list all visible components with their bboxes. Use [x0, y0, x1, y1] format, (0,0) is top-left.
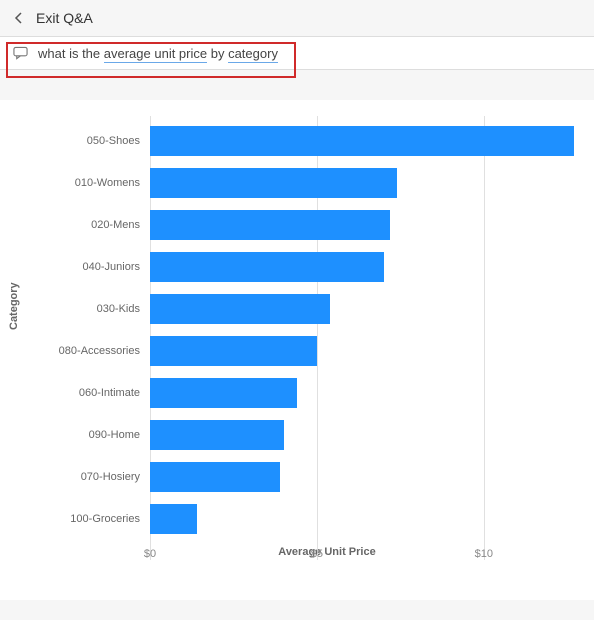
- bar[interactable]: [150, 420, 284, 450]
- bar[interactable]: [150, 336, 317, 366]
- header-bar: Exit Q&A: [0, 0, 594, 36]
- bar[interactable]: [150, 210, 390, 240]
- bar[interactable]: [150, 168, 397, 198]
- bar[interactable]: [150, 504, 197, 534]
- query-term-measure: average unit price: [104, 46, 207, 63]
- category-label: 060-Intimate: [30, 387, 140, 399]
- chart-area: Category $0$5$10 050-Shoes010-Womens020-…: [0, 100, 594, 600]
- bar-row: 020-Mens: [150, 204, 574, 246]
- bar-row: 040-Juniors: [150, 246, 574, 288]
- bar-row: 030-Kids: [150, 288, 574, 330]
- bar[interactable]: [150, 462, 280, 492]
- back-chevron-icon[interactable]: [12, 11, 26, 25]
- bar-row: 080-Accessories: [150, 330, 574, 372]
- bar-row: 060-Intimate: [150, 372, 574, 414]
- category-label: 030-Kids: [30, 303, 140, 315]
- query-input-bar[interactable]: what is the average unit price by catego…: [0, 36, 594, 70]
- query-mid: by: [207, 46, 228, 61]
- category-label: 020-Mens: [30, 219, 140, 231]
- bar[interactable]: [150, 252, 384, 282]
- y-axis-title: Category: [8, 282, 20, 330]
- category-label: 070-Hosiery: [30, 471, 140, 483]
- category-label: 010-Womens: [30, 177, 140, 189]
- bar-row: 100-Groceries: [150, 498, 574, 540]
- bar-row: 070-Hosiery: [150, 456, 574, 498]
- query-term-dimension: category: [228, 46, 278, 63]
- category-label: 050-Shoes: [30, 135, 140, 147]
- category-label: 100-Groceries: [30, 513, 140, 525]
- bar-row: 050-Shoes: [150, 120, 574, 162]
- bar-row: 090-Home: [150, 414, 574, 456]
- exit-qa-link[interactable]: Exit Q&A: [36, 10, 93, 26]
- query-prefix: what is the: [38, 46, 104, 61]
- bar[interactable]: [150, 126, 574, 156]
- bar-row: 010-Womens: [150, 162, 574, 204]
- category-label: 080-Accessories: [30, 345, 140, 357]
- chart-plot: $0$5$10 050-Shoes010-Womens020-Mens040-J…: [150, 120, 574, 540]
- x-axis-title: Average Unit Price: [70, 546, 584, 558]
- category-label: 040-Juniors: [30, 261, 140, 273]
- chat-icon: [12, 45, 28, 61]
- bar[interactable]: [150, 294, 330, 324]
- category-label: 090-Home: [30, 429, 140, 441]
- query-text: what is the average unit price by catego…: [38, 46, 278, 61]
- bar[interactable]: [150, 378, 297, 408]
- query-bar-container: what is the average unit price by catego…: [0, 36, 594, 70]
